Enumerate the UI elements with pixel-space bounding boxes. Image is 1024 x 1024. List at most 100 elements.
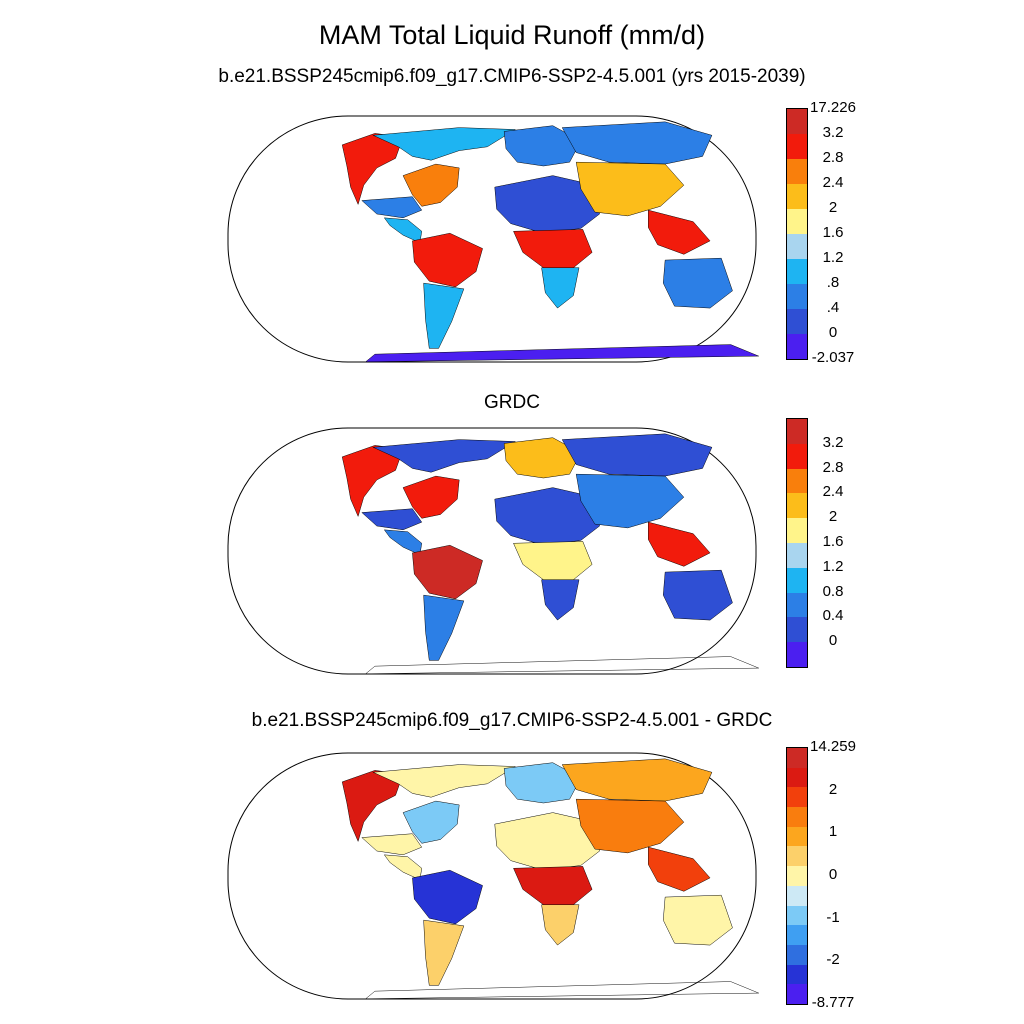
colorbar-segment	[787, 234, 807, 259]
colorbar-label: 2	[828, 199, 838, 216]
region-se-asia	[648, 521, 711, 567]
region-se-asia	[648, 846, 711, 892]
colorbar-segment	[787, 419, 807, 444]
region-na-south	[361, 196, 423, 219]
region-antarctica	[364, 656, 759, 675]
region-se-asia	[648, 209, 711, 255]
region-na-south	[361, 508, 423, 531]
colorbar-segment	[787, 866, 807, 886]
panel-2-title: GRDC	[484, 392, 540, 413]
colorbar-label: 2.8	[822, 458, 844, 476]
colorbar-segment	[787, 567, 807, 593]
colorbar-segment	[787, 846, 807, 867]
colorbar-segment	[787, 617, 807, 643]
colorbar-label: 0	[828, 324, 838, 341]
colorbar-label: 1.6	[822, 533, 844, 550]
region-na-south	[361, 833, 423, 856]
colorbar-segment	[787, 767, 807, 788]
region-australia	[663, 894, 733, 946]
panel-1-colorbar	[786, 108, 808, 360]
colorbar-label: 1.2	[822, 557, 844, 575]
region-na-east	[402, 475, 460, 519]
panel-3-title: b.e21.BSSP245cmip6.f09_g17.CMIP6-SSP2-4.…	[251, 710, 773, 731]
region-africa-north	[494, 812, 600, 871]
region-siberia	[561, 758, 713, 802]
colorbar-segment	[787, 642, 807, 667]
colorbar-label: 2.4	[822, 483, 844, 501]
colorbar-label: .8	[826, 274, 840, 291]
region-sa-south	[423, 282, 465, 349]
colorbar-label: 1	[828, 823, 838, 841]
colorbar-label: .4	[826, 299, 840, 316]
colorbar-segment	[787, 309, 807, 334]
colorbar-segment	[787, 468, 807, 494]
colorbar-label: 3.2	[822, 124, 844, 141]
colorbar-segment	[787, 787, 807, 808]
colorbar-label: 2.8	[822, 149, 844, 166]
region-na-north	[372, 764, 517, 798]
colorbar-segment	[787, 826, 807, 847]
region-sa-south	[423, 594, 465, 661]
panel-3-map	[227, 752, 759, 1000]
colorbar-segment	[787, 443, 807, 469]
colorbar-segment	[787, 184, 807, 209]
region-europe	[503, 437, 582, 479]
region-sa-south	[423, 919, 465, 986]
colorbar-segment	[787, 259, 807, 284]
colorbar-segment	[787, 944, 807, 965]
region-na-east	[402, 800, 460, 844]
colorbar-label: -2	[826, 951, 840, 969]
colorbar-label: 0	[828, 632, 838, 650]
colorbar-label: -1	[826, 908, 840, 926]
region-asia-south	[575, 161, 685, 217]
colorbar-label: 1.6	[822, 224, 844, 241]
colorbar-label: 0	[828, 866, 838, 883]
colorbar-segment	[787, 159, 807, 184]
region-siberia	[561, 121, 713, 165]
colorbar-segment	[787, 109, 807, 134]
region-europe	[503, 762, 582, 804]
region-africa-south	[541, 579, 580, 621]
region-africa-north	[494, 487, 600, 546]
region-amazon	[412, 232, 483, 288]
colorbar-label: -2.037	[811, 349, 855, 366]
colorbar-segment	[787, 807, 807, 827]
colorbar-segment	[787, 284, 807, 309]
region-amazon	[412, 544, 483, 600]
colorbar-segment	[787, 518, 807, 543]
region-africa-north	[494, 175, 600, 234]
panel-2-colorbar	[786, 418, 808, 668]
colorbar-label: 0.4	[822, 607, 844, 625]
colorbar-segment	[787, 493, 807, 519]
region-asia-south	[575, 473, 685, 529]
colorbar-label: -8.777	[811, 994, 855, 1011]
region-antarctica	[364, 344, 759, 363]
colorbar-label: 0.8	[822, 582, 844, 600]
colorbar-segment	[787, 209, 807, 234]
region-australia	[663, 569, 733, 621]
colorbar-segment	[787, 542, 807, 568]
colorbar-label: 3.2	[822, 433, 844, 451]
region-na-north	[372, 439, 517, 473]
colorbar-segment	[787, 334, 807, 359]
colorbar-segment	[787, 905, 807, 926]
region-amazon	[412, 869, 483, 925]
colorbar-segment	[787, 134, 807, 159]
colorbar-label: 1.2	[822, 249, 844, 266]
region-antarctica	[364, 981, 759, 1000]
panel-2-map	[227, 427, 759, 675]
panel-1-title: b.e21.BSSP245cmip6.f09_g17.CMIP6-SSP2-4.…	[218, 66, 806, 87]
colorbar-segment	[787, 925, 807, 945]
region-na-north	[372, 127, 517, 161]
panel-3-colorbar	[786, 747, 808, 1005]
region-siberia	[561, 433, 713, 477]
region-australia	[663, 257, 733, 309]
colorbar-segment	[787, 748, 807, 768]
colorbar-segment	[787, 984, 807, 1004]
colorbar-segment	[787, 964, 807, 985]
region-africa-south	[541, 904, 580, 946]
colorbar-label: 2.4	[822, 174, 844, 191]
region-asia-south	[575, 798, 685, 854]
region-africa-south	[541, 267, 580, 309]
region-na-east	[402, 163, 460, 207]
